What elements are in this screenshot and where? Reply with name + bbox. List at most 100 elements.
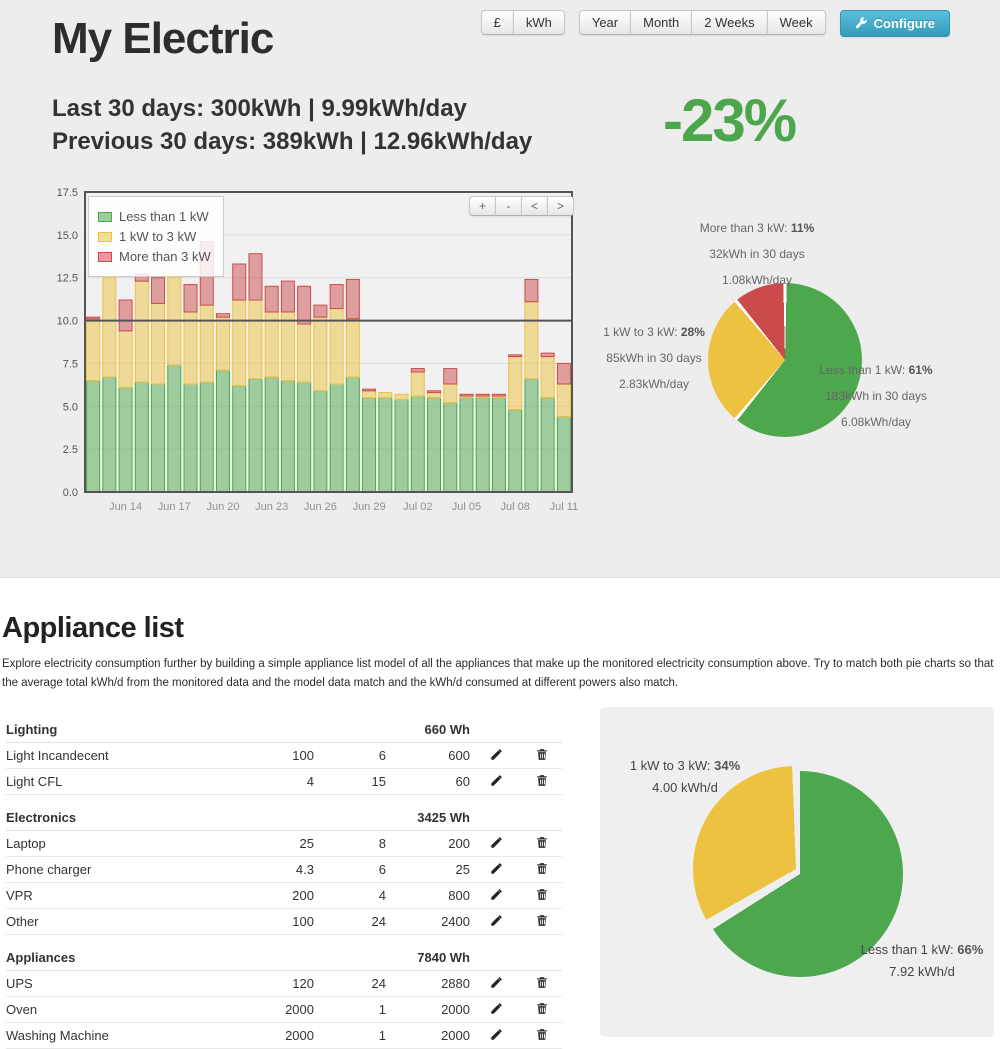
bar-segment[interactable] [86, 380, 101, 493]
bar-segment[interactable] [297, 323, 312, 383]
bar-segment[interactable] [443, 402, 458, 493]
bar-segment[interactable] [524, 301, 539, 380]
edit-button[interactable] [486, 1027, 507, 1042]
delete-button[interactable] [532, 913, 552, 928]
bar-segment[interactable] [540, 356, 555, 399]
delete-button[interactable] [532, 1027, 552, 1042]
bar-segment[interactable] [329, 383, 344, 493]
range-button-month[interactable]: Month [630, 10, 693, 35]
bar-chart-plot[interactable]: 0.0 2.5 5.0 7.5 10.0 12.5 15.0 17.5 Jun 14 Jun 17… [40, 184, 588, 529]
bar-segment[interactable] [183, 284, 198, 313]
bar-segment[interactable] [297, 381, 312, 493]
currency-button[interactable]: £ [480, 10, 514, 35]
delete-button[interactable] [532, 1001, 552, 1016]
bar-segment[interactable] [215, 369, 230, 493]
bar-segment[interactable] [297, 285, 312, 325]
bar-segment[interactable] [345, 318, 360, 378]
bar-segment[interactable] [313, 390, 328, 493]
bar-segment[interactable] [362, 388, 377, 392]
bar-segment[interactable] [540, 397, 555, 493]
bar-segment[interactable] [508, 409, 523, 493]
bar-segment[interactable] [264, 285, 279, 313]
bar-segment[interactable] [102, 277, 117, 378]
bar-segment[interactable] [86, 318, 101, 382]
bar-segment[interactable] [394, 398, 409, 493]
bar-segment[interactable] [118, 299, 133, 332]
bar-segment[interactable] [232, 299, 247, 387]
bar-segment[interactable] [199, 381, 214, 493]
bar-segment[interactable] [459, 397, 474, 493]
bar-segment[interactable] [215, 316, 230, 371]
bar-segment[interactable] [215, 313, 230, 318]
bar-segment[interactable] [199, 304, 214, 383]
zoom-in-button[interactable]: + [469, 196, 496, 216]
bar-segment[interactable] [102, 376, 117, 493]
edit-button[interactable] [486, 773, 507, 788]
kwh-button[interactable]: kWh [512, 10, 565, 35]
bar-segment[interactable] [427, 397, 442, 493]
bar-segment[interactable] [556, 362, 571, 385]
edit-button[interactable] [486, 913, 507, 928]
bar-segment[interactable] [475, 393, 490, 397]
edit-button[interactable] [486, 861, 507, 876]
bar-segment[interactable] [183, 383, 198, 493]
bar-segment[interactable] [134, 381, 149, 493]
bar-segment[interactable] [362, 397, 377, 493]
bar-segment[interactable] [329, 284, 344, 310]
bar-segment[interactable] [524, 278, 539, 303]
bar-segment[interactable] [118, 386, 133, 493]
bar-segment[interactable] [540, 352, 555, 358]
bar-segment[interactable] [491, 397, 506, 493]
pan-right-button[interactable]: > [547, 196, 574, 216]
bar-segment[interactable] [556, 383, 571, 418]
bar-segment[interactable] [508, 354, 523, 358]
bar-segment[interactable] [362, 390, 377, 399]
delete-button[interactable] [532, 887, 552, 902]
bar-segment[interactable] [248, 378, 263, 493]
edit-button[interactable] [486, 975, 507, 990]
configure-button[interactable]: Configure [839, 10, 950, 37]
bar-segment[interactable] [232, 385, 247, 493]
bar-segment[interactable] [151, 277, 166, 304]
edit-button[interactable] [486, 1001, 507, 1016]
delete-button[interactable] [532, 861, 552, 876]
edit-button[interactable] [486, 835, 507, 850]
bar-segment[interactable] [556, 416, 571, 493]
range-button-year[interactable]: Year [578, 10, 632, 35]
bar-segment[interactable] [167, 364, 182, 493]
daily-usage-bar-chart[interactable]: 0.0 2.5 5.0 7.5 10.0 12.5 15.0 17.5 Jun 14 Jun 17… [40, 184, 588, 529]
bar-segment[interactable] [443, 368, 458, 385]
bar-segment[interactable] [491, 393, 506, 397]
bar-segment[interactable] [280, 311, 295, 382]
bar-segment[interactable] [524, 378, 539, 493]
bar-segment[interactable] [345, 376, 360, 493]
bar-segment[interactable] [410, 371, 425, 397]
zoom-out-button[interactable]: - [495, 196, 522, 216]
bar-segment[interactable] [232, 263, 247, 301]
bar-segment[interactable] [86, 316, 101, 320]
bar-segment[interactable] [264, 311, 279, 378]
range-button-week[interactable]: Week [766, 10, 826, 35]
bar-segment[interactable] [313, 316, 328, 392]
bar-segment[interactable] [264, 376, 279, 493]
bar-segment[interactable] [151, 383, 166, 493]
bar-segment[interactable] [280, 380, 295, 493]
bar-segment[interactable] [378, 397, 393, 493]
bar-segment[interactable] [394, 393, 409, 400]
delete-button[interactable] [532, 773, 552, 788]
bar-segment[interactable] [378, 392, 393, 399]
delete-button[interactable] [532, 747, 552, 762]
edit-button[interactable] [486, 747, 507, 762]
bar-segment[interactable] [410, 368, 425, 373]
bar-segment[interactable] [118, 330, 133, 388]
bar-segment[interactable] [427, 392, 442, 399]
pan-left-button[interactable]: < [521, 196, 548, 216]
delete-button[interactable] [532, 975, 552, 990]
range-button-2weeks[interactable]: 2 Weeks [691, 10, 768, 35]
bar-segment[interactable] [459, 393, 474, 397]
delete-button[interactable] [532, 835, 552, 850]
bar-segment[interactable] [151, 302, 166, 385]
bar-segment[interactable] [313, 304, 328, 318]
bar-segment[interactable] [475, 397, 490, 493]
bar-segment[interactable] [410, 395, 425, 493]
